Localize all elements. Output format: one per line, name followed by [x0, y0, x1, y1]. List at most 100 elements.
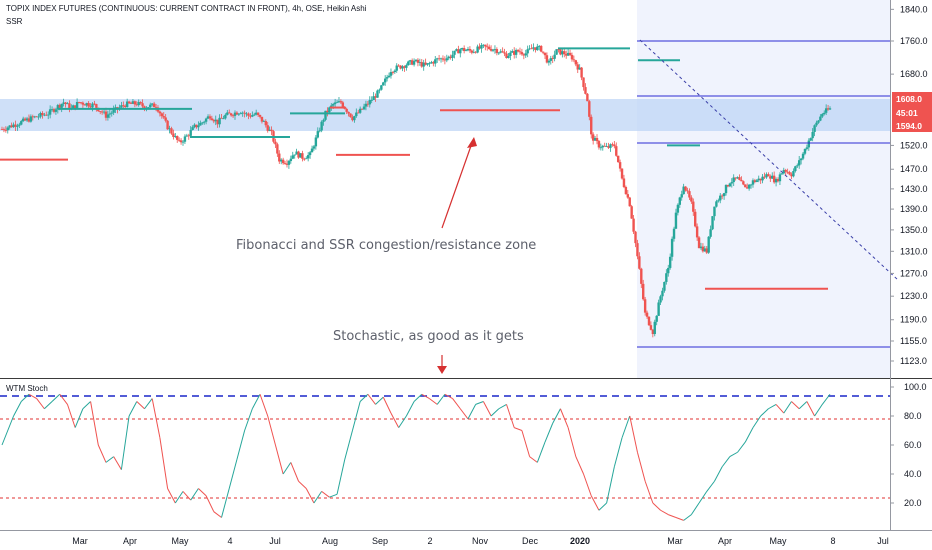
candle-body — [757, 178, 760, 181]
candle-body — [8, 125, 11, 128]
candle-body — [555, 49, 558, 55]
candle-body — [586, 93, 589, 102]
candle-body — [239, 113, 242, 115]
candle-body — [576, 64, 579, 70]
stoch-segment — [167, 488, 176, 504]
candle-body — [632, 218, 635, 232]
candle-body — [6, 127, 9, 131]
candle-body — [701, 246, 705, 252]
candle-body — [713, 206, 716, 217]
candle-body — [434, 59, 437, 64]
stoch-segment — [144, 398, 153, 410]
candle-body — [414, 59, 418, 62]
candle-body — [503, 52, 506, 54]
oscillator-label: WTM Stoch — [6, 384, 48, 393]
stoch-segment — [251, 394, 261, 409]
candle-body — [25, 118, 29, 121]
candle-body — [607, 146, 610, 148]
candle-body — [50, 109, 54, 110]
candle-body — [47, 114, 50, 116]
candle-body — [811, 131, 814, 139]
candle-body — [526, 49, 529, 54]
candle-body — [112, 109, 115, 113]
candle-body — [228, 112, 231, 114]
candle-body — [10, 125, 13, 128]
candle-body — [335, 102, 339, 104]
candle-body — [108, 113, 112, 115]
candle-body — [158, 111, 162, 114]
candle-body — [276, 144, 279, 154]
candle-body — [615, 146, 618, 156]
stoch-segment — [521, 430, 531, 457]
candle-body — [551, 58, 554, 59]
candle-body — [505, 53, 508, 59]
stoch-segment — [13, 401, 22, 417]
candle-body — [717, 200, 720, 202]
candle-body — [289, 158, 293, 162]
price-badge-upper-text: 1608.0 — [896, 94, 922, 104]
candle-body — [630, 206, 633, 219]
candle-body — [418, 62, 422, 63]
candle-body — [268, 129, 271, 131]
candle-body — [468, 48, 472, 51]
stoch-segment — [405, 401, 415, 417]
chart-title: TOPIX INDEX FUTURES (CONTINUOUS: CURRENT… — [6, 4, 367, 13]
stoch-segment — [444, 393, 453, 400]
candle-body — [611, 144, 614, 146]
candle-body — [164, 117, 167, 121]
candle-body — [703, 248, 707, 252]
stoch-segment — [783, 401, 792, 414]
stoch-segment — [1, 415, 15, 446]
stoch-segment — [228, 459, 238, 489]
candle-body — [254, 112, 258, 115]
candle-body — [81, 102, 85, 105]
oscillator-axis[interactable]: 20.0 40.0 60.0 80.0 100.0 — [890, 382, 927, 508]
candle-body — [416, 59, 420, 63]
price-axis[interactable]: 1123.0 1155.0 1190.0 1230.0 1270.0 1310.0 1350… — [890, 4, 928, 366]
candle-body — [474, 51, 477, 53]
stoch-segment — [120, 415, 130, 470]
stoch-segment — [529, 456, 538, 463]
candle-body — [665, 273, 668, 282]
candle-body — [220, 117, 223, 119]
candle-body — [102, 111, 106, 113]
candle-body — [33, 116, 36, 118]
candle-body — [85, 103, 88, 106]
candle-body — [245, 113, 248, 115]
resistance-zone — [0, 99, 890, 131]
candle-body — [640, 268, 643, 284]
candle-body — [189, 130, 192, 136]
candle-body — [54, 109, 58, 112]
candle-body — [328, 107, 331, 113]
candle-body — [742, 181, 745, 185]
candle-body — [501, 51, 504, 53]
candle-body — [104, 111, 108, 118]
candle-body — [678, 197, 682, 205]
stoch-segment — [706, 480, 715, 492]
candle-body — [201, 122, 204, 124]
candle-body — [407, 61, 410, 66]
candle-body — [139, 102, 142, 104]
time-axis[interactable]: Mar Apr May 4 Jul Aug Sep 2 Nov Dec 2020 Mar Apr May 8… — [72, 536, 889, 546]
candle-body — [318, 130, 321, 132]
candle-body — [176, 135, 179, 140]
candle-body — [231, 115, 235, 117]
stoch-segment — [575, 456, 584, 475]
candle-body — [270, 129, 273, 132]
candle-body — [68, 103, 71, 110]
stoch-segment — [744, 427, 754, 443]
candle-body — [759, 178, 762, 181]
candle-body — [397, 65, 400, 67]
time-tick-label: Jul — [269, 536, 281, 546]
stoch-segment — [44, 401, 53, 410]
candle-body — [154, 107, 158, 108]
candle-body — [618, 162, 622, 169]
candle-body — [170, 128, 173, 134]
candle-body — [823, 112, 826, 115]
candle-body — [224, 114, 227, 119]
candle-body — [722, 193, 726, 197]
candle-body — [278, 153, 281, 162]
candle-body — [79, 102, 83, 104]
candle-body — [137, 102, 140, 106]
candle-body — [736, 177, 739, 179]
